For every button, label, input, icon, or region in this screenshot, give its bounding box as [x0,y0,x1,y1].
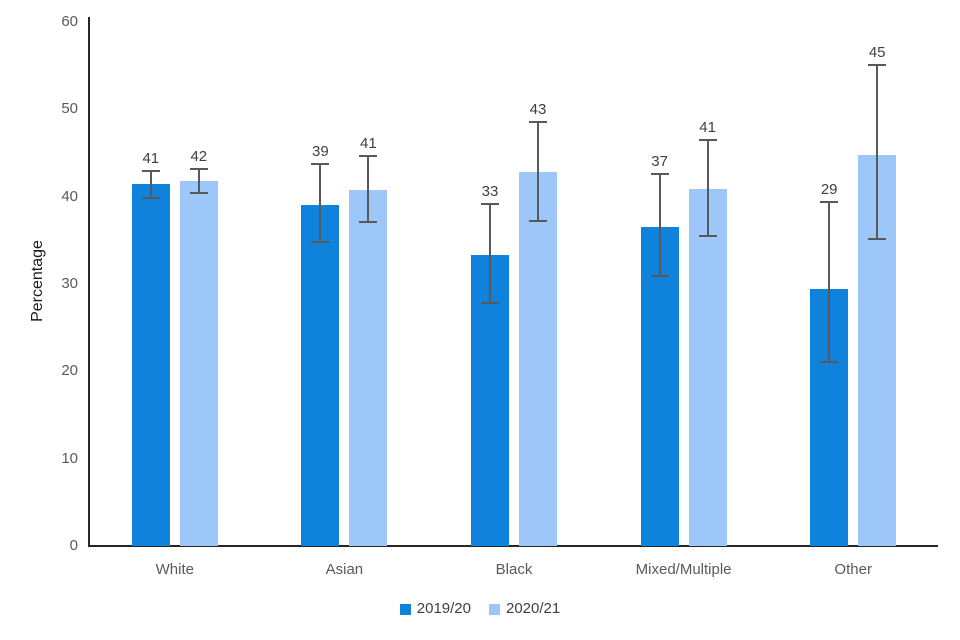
error-bar-cap-top [529,121,547,124]
error-bar-cap-bottom [141,196,160,199]
legend-item-2019-20: 2019/20 [399,600,471,618]
error-bar [489,203,491,304]
error-bar [658,173,661,277]
error-bar-cap-top [359,155,378,158]
error-bar-cap-bottom [311,241,330,244]
error-bar-cap-bottom [481,302,499,305]
x-tick-label: Black [495,561,533,578]
error-bar-cap-bottom [359,220,378,223]
error-bar [828,201,831,362]
bar-2020-21-black [519,172,557,546]
x-tick-label: Other [834,561,872,578]
bar-2020-21-white [179,180,218,546]
error-bar [197,168,200,194]
bar-value-label: 39 [312,143,329,161]
legend-swatch-icon [399,603,411,615]
error-bar-cap-bottom [529,220,547,223]
error-bar [149,171,152,198]
error-bar-cap-top [868,63,887,66]
bar-value-label: 45 [868,43,886,61]
error-bar [876,64,879,239]
error-bar-cap-bottom [868,237,887,240]
x-axis-line [88,545,938,547]
error-bar [367,156,370,222]
y-tick-label: 0 [69,537,78,554]
y-axis-line [88,17,90,547]
error-bar-cap-top [650,172,669,175]
y-tick-label: 60 [61,13,78,30]
bar-2020-21-mixed-multiple [688,188,727,546]
error-bar-cap-top [698,138,717,141]
bar-2019-20-white [131,184,170,546]
y-tick-label: 10 [61,449,78,467]
bar-2019-20-mixed-multiple [640,227,679,546]
error-bar-cap-top [189,167,208,170]
bar-2019-20-asian [301,204,340,546]
legend-label: 2020/21 [506,600,561,617]
y-tick-label: 20 [61,362,78,380]
error-bar-cap-bottom [698,234,717,237]
bar-value-label: 41 [142,150,160,168]
legend-swatch-icon [489,603,500,615]
error-bar-cap-top [820,200,839,203]
bar-2020-21-asian [349,189,388,546]
x-tick-label: Asian [325,561,364,578]
x-tick-label: Mixed/Multiple [635,561,732,578]
error-bar [537,122,539,222]
legend-item-2020-21: 2020/21 [489,600,560,618]
error-bar-cap-top [311,163,330,166]
bar-value-label: 41 [699,118,716,136]
legend: 2019/20 2020/21 [0,600,960,618]
error-bar-cap-bottom [189,192,208,195]
y-tick-label: 40 [61,187,78,205]
y-tick-label: 50 [61,100,78,118]
legend-label: 2019/20 [416,600,471,617]
error-bar [319,164,322,243]
error-bar-cap-bottom [820,360,839,363]
bar-value-label: 33 [481,182,499,200]
error-bar [706,139,709,236]
bar-value-label: 42 [190,147,208,165]
y-tick-label: 30 [61,275,78,292]
x-tick-label: White [155,561,194,578]
bar-value-label: 37 [651,152,668,170]
error-bar-cap-top [481,202,499,205]
bar-value-label: 41 [360,135,377,153]
bar-value-label: 43 [529,101,547,119]
error-bar-cap-top [141,170,160,173]
bar-value-label: 29 [820,180,838,198]
error-bar-cap-bottom [650,275,669,278]
